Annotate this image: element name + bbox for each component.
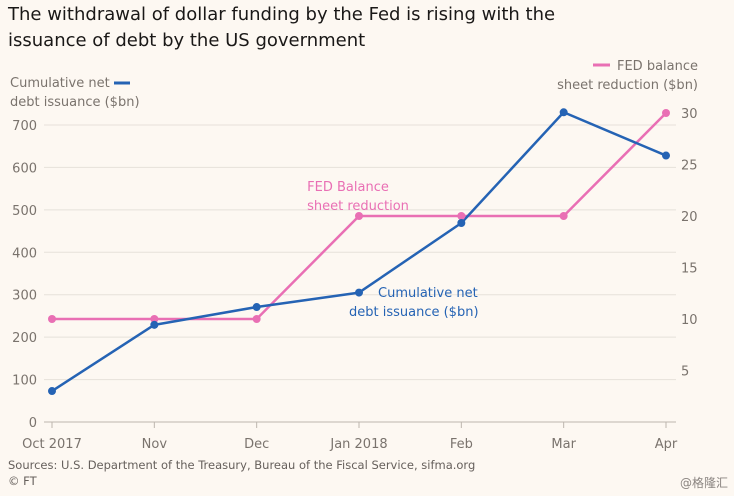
legend-right-line2: sheet reduction ($bn) (557, 78, 698, 93)
y-left-tick-label: 200 (12, 331, 37, 346)
data-point-debt (48, 387, 56, 396)
y-left-tick-label: 600 (12, 161, 37, 176)
y-left-tick-label: 700 (12, 119, 37, 134)
annotation-debt-line1: Cumulative net (378, 286, 478, 301)
x-tick-label: Feb (450, 437, 473, 452)
y-right-tick-label: 15 (681, 262, 698, 277)
y-left-tick-label: 0 (29, 416, 37, 431)
y-left-tick-label: 400 (12, 246, 37, 261)
data-point-debt (355, 288, 363, 297)
y-left-tick-label: 300 (12, 289, 37, 304)
x-tick-label: Apr (655, 437, 678, 452)
data-point-debt (559, 108, 568, 117)
legend-left-line2: debt issuance ($bn) (10, 95, 140, 110)
x-tick-label: Oct 2017 (22, 437, 82, 452)
legend-left-line1: Cumulative net (10, 76, 110, 91)
legend-right-line1: FED balance (617, 59, 698, 74)
series-line-debt (51, 111, 667, 393)
y-right-tick-label: 20 (681, 210, 698, 225)
annotation-fed-line1: FED Balance (307, 180, 389, 195)
y-right-tick-label: 25 (681, 159, 698, 174)
data-point-debt (150, 320, 159, 329)
data-point-fed (48, 315, 56, 323)
data-point-debt (662, 151, 670, 160)
y-left-tick-label: 500 (12, 204, 37, 219)
watermark: @格隆汇 (679, 476, 728, 490)
y-right-tick-label: 5 (681, 365, 689, 380)
chart-title: The withdrawal of dollar funding by the … (8, 4, 556, 51)
data-point-fed (150, 315, 159, 323)
data-point-fed (662, 109, 670, 117)
x-tick-label: Nov (142, 437, 168, 452)
source-note: Sources: U.S. Department of the Treasury… (8, 458, 476, 472)
x-tick-label: Jan 2018 (329, 437, 387, 452)
x-tick-label: Mar (551, 437, 576, 452)
data-point-fed (559, 212, 568, 220)
data-point-fed (355, 212, 363, 220)
copyright: © FT (8, 474, 37, 488)
annotation-debt-line2: debt issuance ($bn) (349, 305, 479, 320)
y-left-tick-label: 100 (12, 374, 37, 389)
y-right-tick-label: 30 (681, 107, 698, 122)
data-point-fed (457, 212, 466, 220)
data-point-fed (252, 315, 261, 323)
annotation-fed-line2: sheet reduction (307, 199, 409, 214)
data-point-debt (457, 219, 466, 228)
y-right-tick-label: 10 (681, 313, 698, 328)
x-tick-label: Dec (244, 437, 269, 452)
data-point-debt (252, 303, 261, 312)
